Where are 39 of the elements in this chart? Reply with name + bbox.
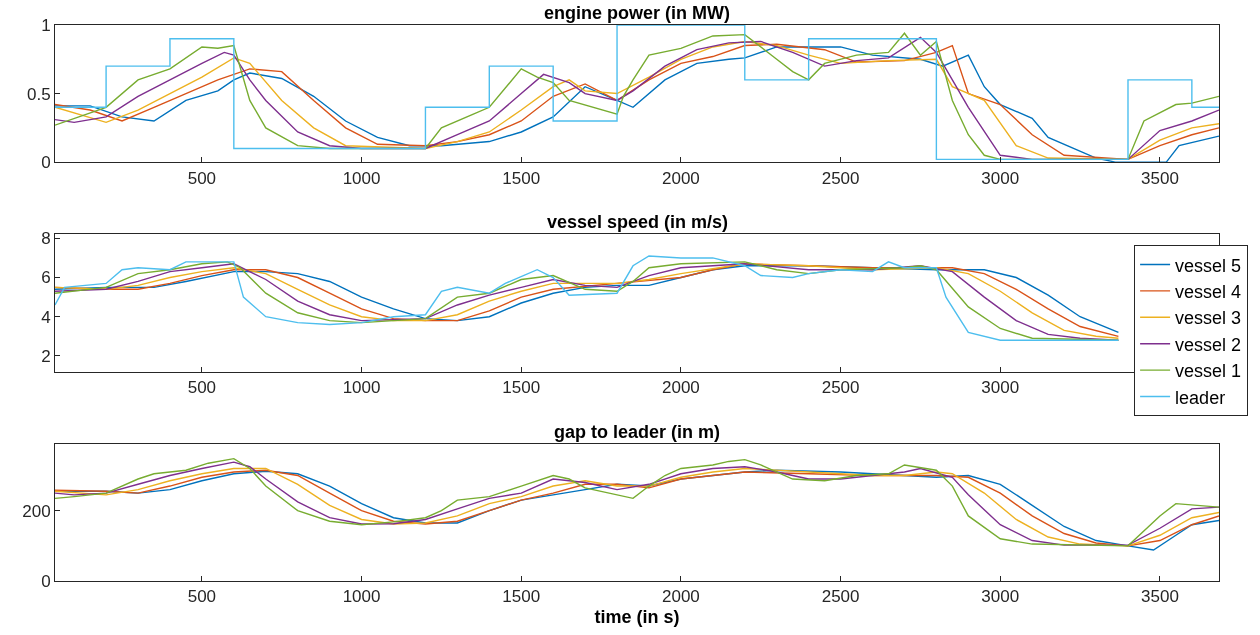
y-tick-label: 0 [41, 571, 51, 591]
x-tick-label: 1000 [342, 168, 381, 188]
y-tick-label: 200 [22, 501, 51, 521]
legend-label: vessel 3 [1175, 308, 1242, 329]
x-tick-label: 3000 [981, 168, 1020, 188]
y-tick-label: 0 [41, 153, 51, 173]
chart-title: engine power (in MW) [544, 3, 730, 23]
x-tick-label: 1000 [342, 587, 381, 607]
y-tick-label: 6 [41, 268, 51, 288]
x-tick-label: 500 [187, 377, 217, 397]
x-tick-label: 3500 [1141, 587, 1179, 607]
x-tick-label: 2500 [821, 587, 860, 607]
y-tick-label: 2 [41, 346, 51, 366]
x-axis-title: time (in s) [594, 606, 680, 627]
chart-title: vessel speed (in m/s) [547, 212, 729, 232]
x-tick-label: 1500 [502, 587, 541, 607]
legend-label: vessel 4 [1175, 281, 1242, 302]
x-tick-label: 3000 [981, 587, 1020, 607]
x-tick-label: 1500 [502, 168, 541, 188]
legend-label: vessel 1 [1175, 361, 1242, 382]
x-tick-label: 500 [187, 587, 217, 607]
x-tick-label: 2500 [821, 168, 860, 188]
x-tick-label: 2000 [662, 168, 700, 188]
x-tick-label: 2500 [821, 377, 860, 397]
x-tick-label: 2000 [662, 377, 700, 397]
x-tick-label: 2000 [662, 587, 700, 607]
x-tick-label: 500 [187, 168, 217, 188]
y-tick-label: 4 [41, 307, 51, 327]
x-tick-label: 1500 [502, 377, 541, 397]
legend-label: vessel 2 [1175, 334, 1242, 355]
y-tick-label: 8 [41, 229, 51, 249]
chart-title: gap to leader (in m) [554, 422, 721, 442]
y-tick-label: 0.5 [26, 84, 51, 104]
legend-label: leader [1175, 387, 1226, 408]
y-tick-label: 1 [41, 15, 51, 35]
x-tick-label: 3500 [1141, 168, 1179, 188]
legend-label: vessel 5 [1175, 255, 1242, 276]
x-tick-label: 3000 [981, 377, 1020, 397]
x-tick-label: 1000 [342, 377, 381, 397]
